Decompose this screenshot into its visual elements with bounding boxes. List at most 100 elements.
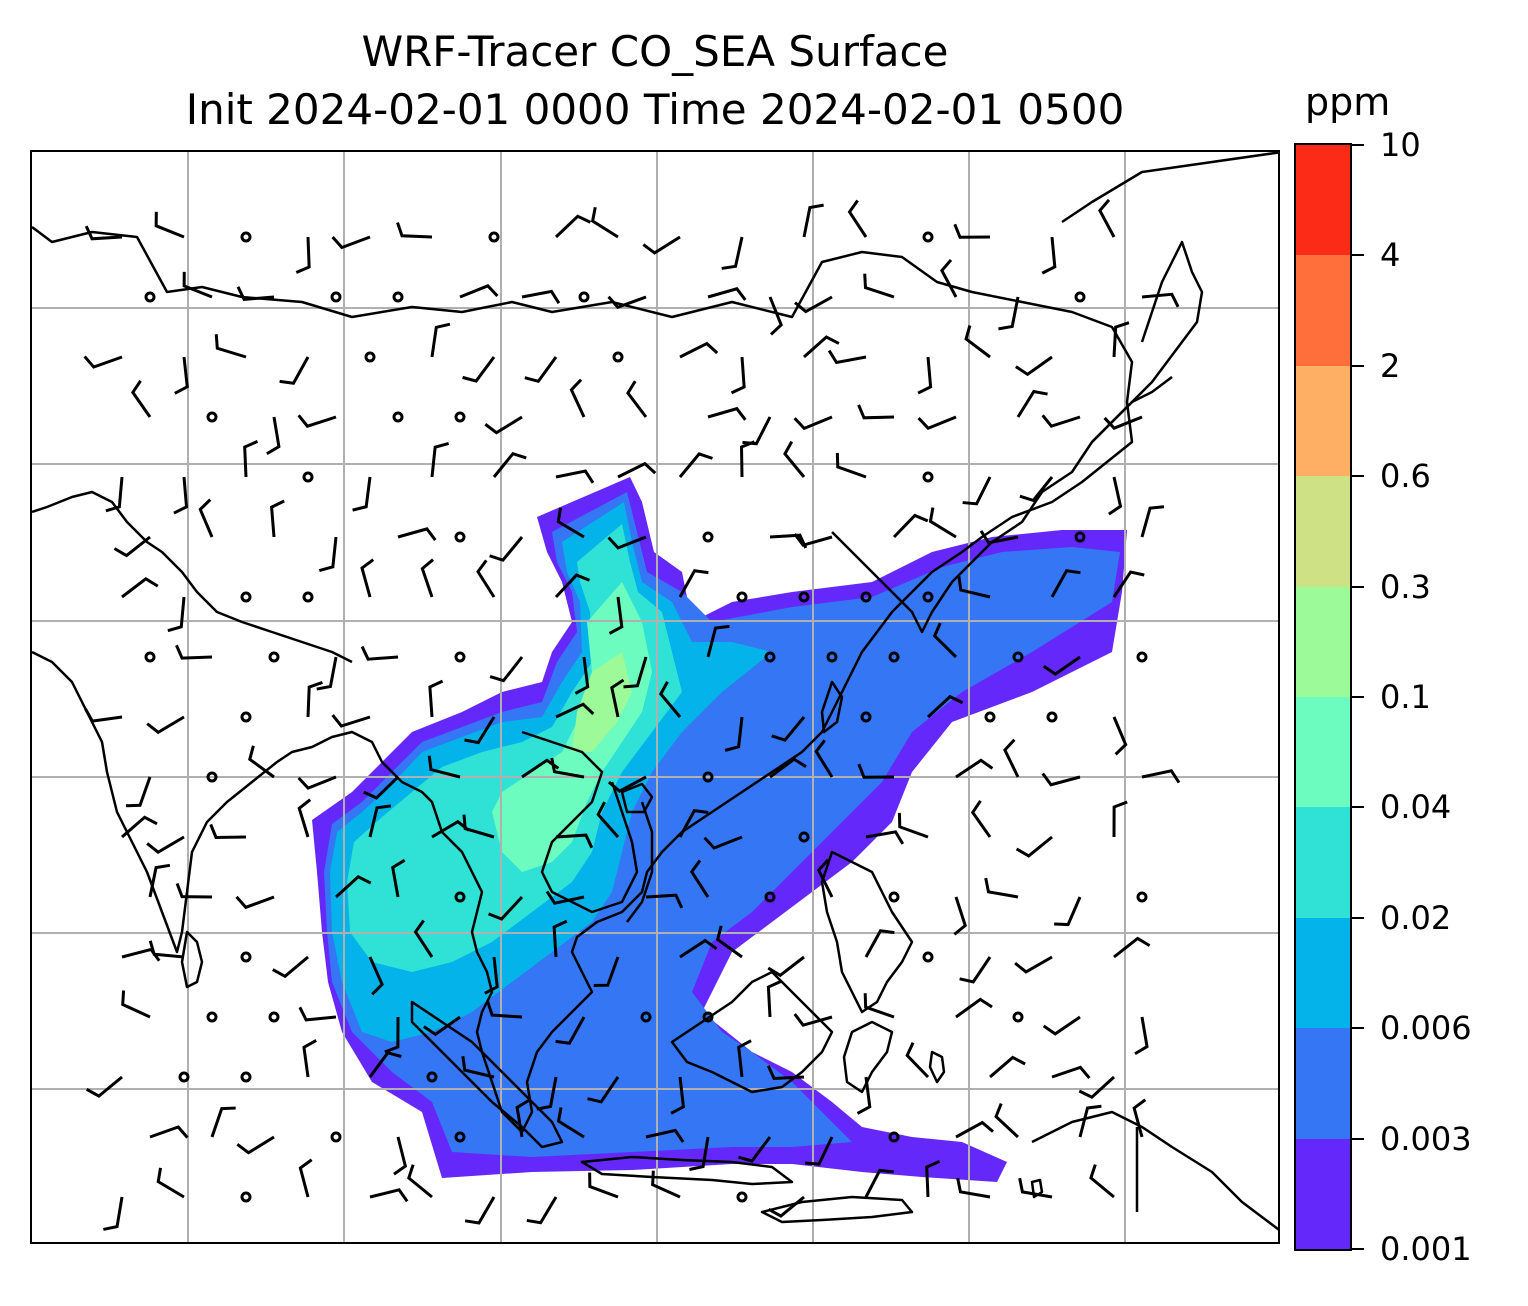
wind-barb [670, 1076, 686, 1115]
wind-barb [156, 1167, 185, 1199]
wind-barb [953, 896, 967, 936]
wind-barb [794, 295, 833, 314]
wind-barb [174, 356, 189, 395]
wind-barb [802, 203, 824, 238]
wind-barb [1078, 1104, 1102, 1138]
wind-barb [897, 812, 929, 839]
wind-barb [608, 596, 624, 635]
wind-barb [428, 679, 444, 718]
wind-barb [1015, 355, 1053, 377]
colorbar-tick [1352, 696, 1364, 698]
calm-wind-marker [798, 591, 810, 603]
wind-barb [175, 644, 213, 660]
wind-barb [210, 1106, 236, 1138]
wind-barb [623, 656, 648, 689]
wind-barb [865, 830, 905, 845]
wind-barb [569, 378, 586, 418]
wind-barb [1103, 415, 1143, 430]
wind-barb [85, 1075, 123, 1098]
wind-barb [1041, 236, 1057, 275]
wind-barb [113, 535, 151, 558]
wind-barb [488, 895, 524, 921]
wind-barb [1141, 292, 1180, 308]
calm-wind-marker [612, 351, 624, 363]
colorbar-tick-label: 4 [1380, 236, 1401, 275]
wind-barb [384, 1016, 400, 1054]
island-small-east [1030, 1178, 1044, 1199]
wind-barb [955, 997, 993, 1019]
wind-barb [737, 1039, 752, 1078]
wind-barb [125, 776, 152, 808]
calm-wind-marker [736, 1191, 748, 1203]
calm-wind-marker [454, 411, 466, 423]
wind-barb [1089, 1164, 1115, 1199]
wind-barb [555, 702, 595, 719]
wind-barb [932, 622, 958, 659]
wind-barb [979, 530, 1019, 545]
wind-barb [847, 199, 868, 238]
colorbar-tick [1352, 364, 1364, 367]
wind-barb [352, 476, 372, 512]
wind-barb [214, 334, 247, 359]
wind-barb [707, 287, 747, 301]
colorbar-tick [1352, 1027, 1364, 1030]
calm-wind-marker [206, 411, 218, 423]
wind-barb [462, 814, 495, 839]
field-level-peak [492, 582, 652, 872]
calm-wind-marker [984, 711, 996, 723]
wind-barb [940, 258, 958, 298]
wind-barb [793, 415, 833, 431]
wind-barb [1003, 738, 1020, 778]
colorbar [1294, 143, 1352, 1251]
colorbar-tick-label: 0.001 [1380, 1230, 1472, 1268]
wind-barb [295, 236, 311, 274]
wind-barb [1041, 414, 1081, 428]
wind-barb [925, 1160, 941, 1198]
wind-barb [167, 596, 186, 633]
coastline-asia-mainland [32, 226, 1134, 1134]
coastline-sumatra [410, 1000, 564, 1149]
wind-barb [266, 416, 281, 456]
wind-barb [814, 739, 834, 778]
calm-wind-marker [240, 231, 252, 243]
coastline-india-west [32, 490, 353, 664]
wind-barb [857, 763, 895, 779]
wind-barb [766, 979, 782, 1018]
wind-barb [588, 1172, 619, 1199]
calm-wind-marker [144, 651, 156, 663]
calm-wind-marker [702, 531, 714, 543]
wind-barb [706, 624, 730, 658]
calm-wind-marker [364, 351, 376, 363]
wind-barb [413, 919, 434, 958]
calm-wind-marker [268, 1011, 280, 1023]
wind-barb [707, 406, 747, 421]
wind-barb [368, 804, 392, 838]
wind-barb [892, 513, 929, 539]
colorbar-tick-label: 0.006 [1380, 1009, 1472, 1048]
map-panel [30, 150, 1280, 1244]
wind-barb [742, 416, 772, 446]
colorbar-tick [1352, 916, 1364, 919]
island-hainan [620, 782, 654, 814]
wind-barb [864, 1168, 894, 1198]
calm-wind-marker [454, 1131, 466, 1143]
wind-barb [607, 295, 647, 310]
coastline-japan [1091, 240, 1204, 443]
coastline-timor [760, 1195, 914, 1224]
island-small-sea [928, 1050, 946, 1084]
colorbar-tick [1352, 144, 1364, 146]
wind-barb [464, 1196, 496, 1225]
wind-barb [1141, 769, 1181, 784]
wind-barb [462, 356, 496, 383]
wind-barb [554, 214, 592, 239]
wind-barb [331, 235, 371, 250]
wind-barb [121, 815, 158, 839]
wind-barb [617, 461, 657, 479]
colorbar-tick [1352, 475, 1364, 478]
island-sri-lanka [180, 930, 204, 989]
wind-barb [626, 380, 648, 418]
wind-barb [1112, 321, 1130, 358]
plot-title: WRF-Tracer CO_SEA Surface [361, 27, 949, 76]
wind-barb [607, 775, 647, 794]
calm-wind-marker [268, 651, 280, 663]
